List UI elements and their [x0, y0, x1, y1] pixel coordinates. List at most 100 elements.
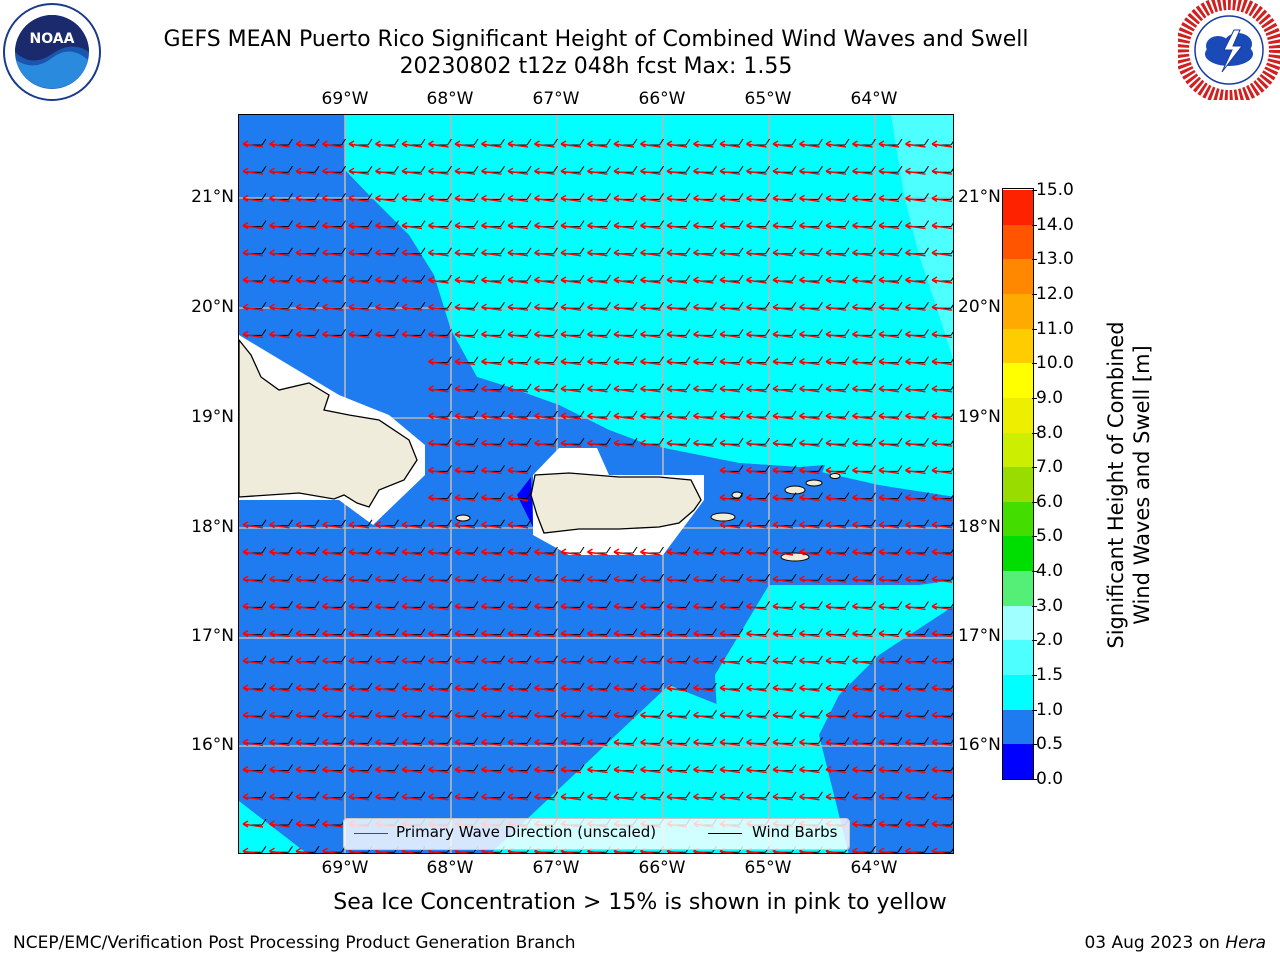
wave-direction-arrow — [852, 249, 873, 257]
wave-direction-arrow — [534, 167, 555, 175]
wave-direction-arrow — [825, 385, 847, 393]
wave-direction-arrow — [878, 167, 900, 175]
lat-tick-left: 17°N — [191, 626, 234, 646]
wave-direction-arrow — [507, 140, 529, 148]
wave-direction-arrow — [295, 684, 317, 692]
wave-direction-arrow — [295, 303, 317, 311]
wave-direction-arrow — [825, 249, 847, 257]
wave-direction-arrow — [613, 194, 635, 203]
wave-direction-arrow — [799, 466, 820, 475]
wave-direction-arrow — [666, 167, 688, 175]
wave-direction-arrow — [931, 439, 953, 447]
wave-direction-arrow — [587, 167, 608, 175]
footer-date: 03 Aug 2023 on Hera — [1084, 933, 1266, 953]
wave-direction-arrow — [454, 575, 476, 583]
wave-direction-arrow — [693, 330, 714, 339]
colorbar-segment — [1003, 293, 1033, 329]
wave-direction-arrow — [534, 575, 555, 583]
wave-direction-arrow — [746, 711, 767, 719]
wave-direction-arrow — [454, 765, 476, 774]
wave-direction-arrow — [295, 276, 317, 284]
wave-direction-arrow — [613, 385, 635, 393]
wave-direction-arrow — [481, 221, 502, 230]
wave-direction-arrow — [454, 684, 476, 692]
wave-direction-arrow — [799, 657, 820, 665]
wave-direction-arrow — [693, 602, 714, 611]
wave-direction-arrow — [322, 194, 343, 203]
wave-direction-arrow — [587, 602, 608, 611]
wave-direction-arrow — [825, 194, 847, 203]
wave-direction-arrow — [507, 548, 529, 556]
lon-tick-bottom: 64°W — [850, 858, 898, 878]
wave-direction-arrow — [799, 548, 820, 556]
wave-direction-arrow — [878, 575, 900, 583]
wave-direction-arrow — [375, 167, 396, 175]
colorbar-segment — [1003, 362, 1033, 398]
wave-direction-arrow — [242, 738, 264, 747]
island-vieques — [710, 512, 736, 522]
wave-direction-arrow — [931, 711, 953, 719]
wave-direction-arrow — [852, 548, 873, 556]
wave-direction-arrow — [640, 738, 661, 747]
wave-direction-arrow — [269, 575, 290, 583]
wave-direction-arrow — [746, 303, 767, 311]
wave-direction-arrow — [719, 385, 741, 393]
wave-direction-arrow — [905, 711, 926, 719]
wave-direction-arrow — [269, 548, 290, 556]
legend-label-wave-direction: Primary Wave Direction (unscaled) — [396, 823, 657, 841]
wave-direction-arrow — [693, 738, 714, 747]
wave-direction-arrow — [905, 493, 926, 502]
colorbar-segment — [1003, 189, 1033, 225]
wave-direction-arrow — [401, 711, 423, 719]
wave-direction-arrow — [428, 575, 449, 583]
wave-direction-arrow — [719, 466, 741, 475]
wave-direction-arrow — [560, 765, 582, 774]
wave-direction-arrow — [481, 385, 502, 393]
colorbar-tick-label: 0.5 — [1031, 734, 1064, 755]
wave-direction-arrow — [905, 847, 923, 853]
wave-direction-arrow — [507, 765, 529, 774]
wave-direction-arrow — [507, 194, 529, 203]
wave-direction-arrow — [719, 684, 741, 692]
wave-direction-arrow — [322, 684, 343, 692]
wave-direction-arrow — [931, 249, 953, 257]
wave-direction-arrow — [719, 765, 741, 774]
colorbar-tick-label: 1.0 — [1031, 699, 1064, 720]
wave-direction-arrow — [666, 439, 688, 447]
wave-direction-arrow — [295, 221, 317, 230]
wave-direction-arrow — [878, 548, 900, 556]
wave-direction-arrow — [666, 194, 688, 203]
wave-direction-arrow — [746, 548, 767, 556]
wave-direction-arrow — [534, 385, 555, 393]
wave-direction-arrow — [931, 303, 953, 311]
wave-direction-arrow — [507, 276, 529, 284]
wave-direction-arrow — [587, 140, 608, 148]
wave-direction-arrow — [746, 793, 767, 801]
wave-direction-arrow — [799, 521, 820, 529]
wave-direction-arrow — [560, 684, 582, 692]
wave-direction-arrow — [693, 276, 714, 284]
wave-direction-arrow — [693, 684, 714, 692]
wave-direction-arrow — [905, 385, 926, 393]
wave-direction-arrow — [507, 684, 529, 692]
colorbar-tick-label: 7.0 — [1031, 457, 1064, 478]
wave-direction-arrow — [348, 575, 370, 583]
wave-direction-arrow — [931, 412, 953, 420]
wave-direction-arrow — [322, 521, 343, 529]
wave-direction-arrow — [401, 167, 423, 175]
wave-direction-arrow — [507, 602, 529, 611]
wave-direction-arrow — [852, 820, 873, 828]
wave-direction-arrow — [613, 711, 635, 719]
wave-direction-arrow — [269, 765, 290, 774]
island-st-thomas — [784, 485, 806, 495]
lon-tick-bottom: 68°W — [426, 858, 474, 878]
wave-direction-arrow — [348, 249, 370, 257]
wave-direction-arrow — [693, 711, 714, 719]
wave-direction-arrow — [666, 357, 688, 366]
wave-direction-arrow — [825, 684, 847, 692]
wave-direction-arrow — [269, 738, 290, 747]
wave-direction-arrow — [295, 521, 317, 529]
wave-direction-arrow — [772, 412, 794, 420]
wave-direction-arrow — [693, 439, 714, 447]
lon-tick-top: 64°W — [850, 89, 898, 109]
